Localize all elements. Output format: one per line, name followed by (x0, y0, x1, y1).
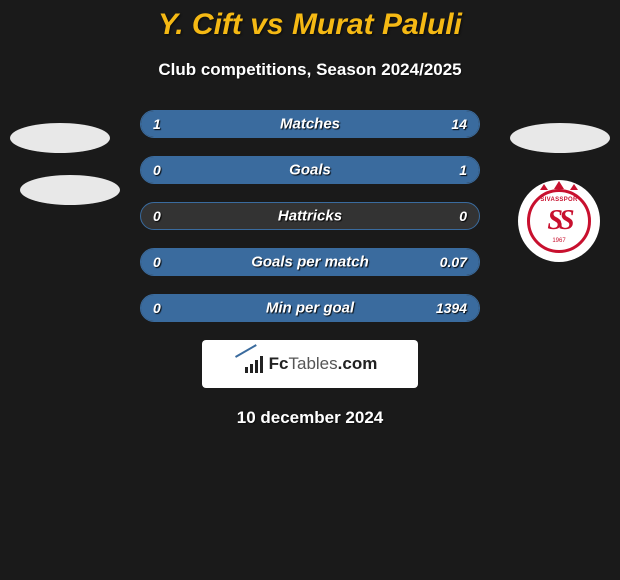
club-badge-ring: SIVASSPOR SS 1967 (527, 189, 591, 253)
stat-label: Goals per match (141, 254, 479, 271)
stats-container: 1Matches140Goals10Hattricks00Goals per m… (140, 110, 480, 322)
player2-placeholder-oval (510, 123, 610, 153)
subtitle: Club competitions, Season 2024/2025 (0, 60, 620, 80)
badge-suffix: .com (338, 354, 378, 373)
player2-club-logo: SIVASSPOR SS 1967 (518, 180, 600, 262)
club-monogram: SS (547, 205, 570, 237)
badge-brand-left: Fc (269, 354, 289, 373)
stat-row: 1Matches14 (140, 110, 480, 138)
stat-value-right: 14 (451, 116, 467, 132)
club-year: 1967 (552, 238, 565, 244)
stat-value-right: 0.07 (440, 254, 467, 270)
stat-label: Matches (141, 116, 479, 133)
player1-placeholder-oval (10, 123, 110, 153)
star-icon (570, 184, 578, 190)
stat-label: Hattricks (141, 208, 479, 225)
badge-brand-right: Tables (289, 354, 338, 373)
page-title: Y. Cift vs Murat Paluli (0, 0, 620, 42)
stat-row: 0Goals per match0.07 (140, 248, 480, 276)
badge-text: FcTables.com (269, 354, 378, 374)
stat-row: 0Hattricks0 (140, 202, 480, 230)
stat-value-right: 0 (459, 208, 467, 224)
player1-club-placeholder-oval (20, 175, 120, 205)
stat-value-right: 1 (459, 162, 467, 178)
stat-row: 0Min per goal1394 (140, 294, 480, 322)
date-label: 10 december 2024 (0, 408, 620, 428)
stat-row: 0Goals1 (140, 156, 480, 184)
star-icon (540, 184, 548, 190)
fctables-badge[interactable]: FcTables.com (202, 340, 418, 388)
chart-icon (243, 355, 265, 373)
stat-label: Goals (141, 162, 479, 179)
stat-label: Min per goal (141, 300, 479, 317)
stat-value-right: 1394 (436, 300, 467, 316)
club-name: SIVASSPOR (540, 197, 577, 203)
